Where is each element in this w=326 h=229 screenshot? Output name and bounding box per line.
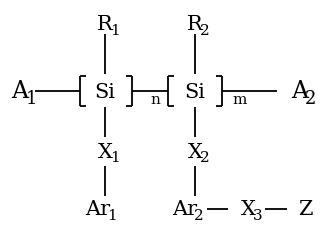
Text: A: A (11, 80, 28, 103)
Text: Si: Si (95, 82, 115, 101)
Text: X: X (187, 142, 202, 161)
Text: 2: 2 (305, 90, 317, 108)
Text: Z: Z (298, 200, 312, 218)
Text: 1: 1 (110, 150, 120, 164)
Text: 1: 1 (107, 208, 117, 222)
Text: 2: 2 (194, 208, 204, 222)
Text: R: R (97, 15, 113, 34)
Text: X: X (241, 200, 256, 218)
Text: Si: Si (185, 82, 205, 101)
Text: Ar: Ar (85, 200, 111, 218)
Text: m: m (233, 93, 247, 106)
Text: n: n (150, 93, 160, 106)
Text: 1: 1 (110, 24, 120, 38)
Text: 2: 2 (200, 150, 210, 164)
Text: A: A (291, 80, 308, 103)
Text: R: R (187, 15, 203, 34)
Text: 1: 1 (25, 90, 37, 108)
Text: X: X (97, 142, 112, 161)
Text: 2: 2 (200, 24, 210, 38)
Text: 3: 3 (253, 208, 263, 222)
Text: Ar: Ar (172, 200, 198, 218)
